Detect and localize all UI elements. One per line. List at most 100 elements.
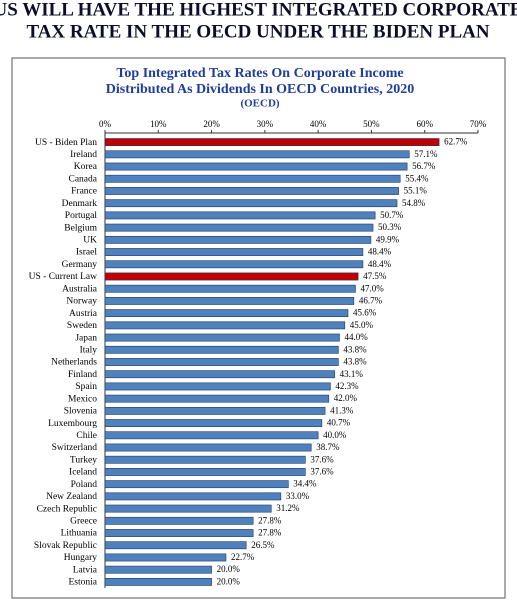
value-label: 62.7% bbox=[444, 137, 468, 147]
value-label: 37.6% bbox=[310, 454, 334, 464]
category-label: Turkey bbox=[70, 455, 97, 465]
value-label: 40.7% bbox=[327, 418, 351, 428]
bar bbox=[104, 370, 335, 379]
category-label: Luxembourg bbox=[48, 419, 97, 429]
bar bbox=[104, 431, 319, 440]
value-label: 48.4% bbox=[368, 259, 392, 269]
category-label: Chile bbox=[76, 431, 97, 441]
bar bbox=[104, 394, 330, 403]
value-label: 40.0% bbox=[323, 430, 347, 440]
value-label: 45.6% bbox=[353, 308, 377, 318]
value-label: 48.4% bbox=[368, 247, 392, 257]
category-label: Mexico bbox=[68, 394, 97, 404]
bar bbox=[104, 516, 254, 525]
category-label: US - Current Law bbox=[29, 272, 97, 282]
x-tick-label: 40% bbox=[310, 119, 327, 129]
bar bbox=[104, 382, 331, 391]
value-label: 50.7% bbox=[380, 210, 404, 220]
value-label: 27.8% bbox=[258, 528, 282, 538]
bar bbox=[104, 211, 376, 220]
bar bbox=[104, 504, 272, 513]
chart-title: Distributed As Dividends In OECD Countri… bbox=[106, 82, 414, 97]
bar bbox=[104, 541, 247, 550]
bar bbox=[104, 321, 346, 330]
value-label: 20.0% bbox=[217, 576, 241, 586]
category-label: Slovenia bbox=[64, 407, 98, 417]
category-label: UK bbox=[83, 236, 97, 246]
category-label: Ireland bbox=[70, 150, 97, 160]
value-label: 47.5% bbox=[363, 271, 387, 281]
value-label: 43.8% bbox=[343, 357, 367, 367]
category-label: Belgium bbox=[64, 223, 97, 233]
category-label: Switzerland bbox=[52, 443, 98, 453]
x-tick-label: 20% bbox=[203, 119, 220, 129]
bar bbox=[104, 577, 212, 586]
category-label: Hungary bbox=[64, 553, 97, 563]
category-label: Sweden bbox=[67, 321, 97, 331]
category-label: Poland bbox=[71, 480, 98, 490]
value-label: 55.1% bbox=[404, 186, 428, 196]
value-label: 47.0% bbox=[360, 283, 384, 293]
value-label: 44.0% bbox=[344, 332, 368, 342]
bar bbox=[104, 284, 356, 293]
bar bbox=[104, 187, 399, 195]
category-label: Netherlands bbox=[51, 358, 97, 368]
category-label: Norway bbox=[66, 297, 97, 307]
value-label: 37.6% bbox=[310, 467, 334, 477]
bar bbox=[104, 199, 398, 208]
value-label: 34.4% bbox=[293, 479, 317, 489]
value-label: 43.8% bbox=[343, 344, 367, 354]
category-label: Czech Republic bbox=[37, 504, 97, 514]
bar bbox=[104, 419, 323, 427]
category-label: Portugal bbox=[65, 211, 98, 221]
bar bbox=[104, 248, 364, 256]
chart-title: Top Integrated Tax Rates On Corporate In… bbox=[116, 66, 403, 81]
value-label: 20.0% bbox=[217, 564, 241, 574]
bar bbox=[104, 345, 339, 354]
category-label: US - Biden Plan bbox=[35, 138, 97, 148]
bar bbox=[104, 223, 374, 232]
value-label: 45.0% bbox=[350, 320, 374, 330]
bar bbox=[104, 406, 326, 415]
bar bbox=[104, 468, 306, 476]
bar bbox=[104, 309, 349, 318]
bar bbox=[104, 174, 401, 183]
bar bbox=[104, 150, 410, 159]
bar bbox=[104, 480, 289, 489]
value-label: 31.2% bbox=[276, 503, 300, 513]
bar bbox=[104, 162, 408, 171]
value-label: 56.7% bbox=[412, 161, 436, 171]
bar bbox=[104, 138, 440, 147]
value-label: 57.1% bbox=[414, 149, 438, 159]
value-label: 43.1% bbox=[340, 369, 364, 379]
category-label: Spain bbox=[75, 382, 97, 392]
value-label: 49.9% bbox=[376, 234, 400, 244]
x-tick-label: 60% bbox=[416, 119, 433, 129]
category-label: New Zealand bbox=[46, 492, 97, 502]
x-tick-label: 0% bbox=[99, 119, 112, 129]
value-label: 33.0% bbox=[286, 491, 310, 501]
value-label: 27.8% bbox=[258, 515, 282, 525]
category-label: Japan bbox=[75, 333, 97, 343]
headline: US WILL HAVE THE HIGHEST INTEGRATED CORP… bbox=[0, 0, 517, 20]
category-label: Korea bbox=[74, 162, 98, 172]
category-label: Germany bbox=[62, 260, 98, 270]
value-label: 55.4% bbox=[405, 173, 429, 183]
category-label: Canada bbox=[69, 174, 98, 184]
x-tick-label: 50% bbox=[363, 119, 380, 129]
category-label: Slovak Republic bbox=[34, 541, 97, 551]
bar bbox=[104, 358, 339, 366]
bar bbox=[104, 333, 340, 342]
category-label: France bbox=[71, 187, 97, 197]
value-label: 46.7% bbox=[359, 295, 383, 305]
category-label: Estonia bbox=[69, 578, 98, 588]
bar bbox=[104, 297, 355, 305]
value-label: 38.7% bbox=[316, 442, 340, 452]
category-label: Latvia bbox=[73, 565, 98, 575]
value-label: 54.8% bbox=[402, 198, 426, 208]
value-label: 41.3% bbox=[330, 405, 354, 415]
category-label: Iceland bbox=[69, 468, 97, 478]
value-label: 42.0% bbox=[334, 393, 358, 403]
category-label: Italy bbox=[80, 345, 98, 355]
